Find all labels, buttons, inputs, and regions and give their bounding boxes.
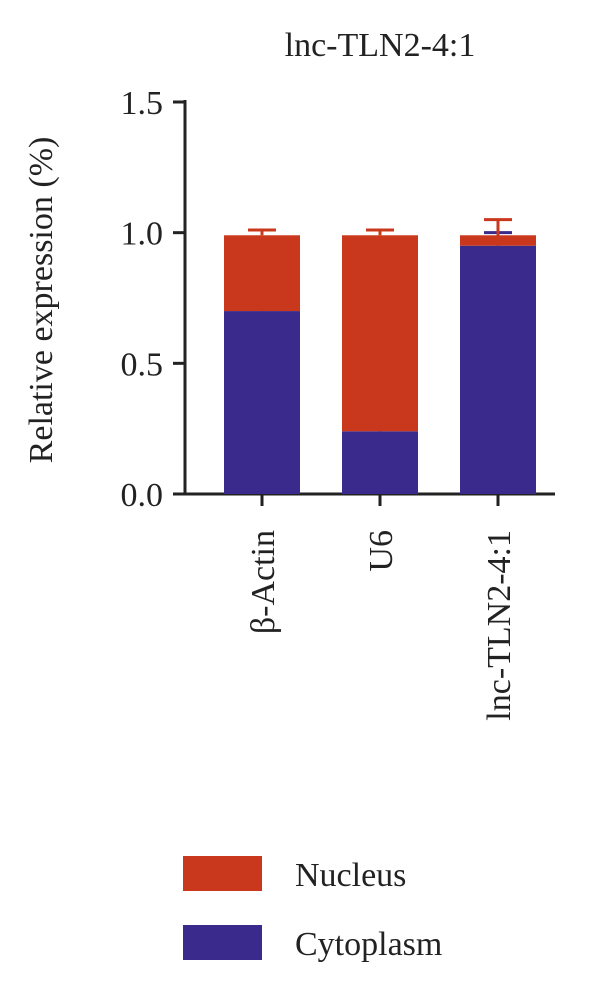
- legend-label: Cytoplasm: [295, 926, 442, 963]
- x-tick-label: β-Actin: [245, 530, 282, 634]
- legend-swatch: [183, 856, 262, 891]
- chart-title: lnc-TLN2-4:1: [285, 27, 476, 64]
- y-tick-label: 0.0: [121, 477, 164, 514]
- bar-segment: [224, 235, 300, 312]
- x-tick-label: U6: [363, 530, 400, 572]
- bar-segment: [224, 311, 300, 494]
- bar-segment: [342, 235, 418, 432]
- y-tick-label: 0.5: [121, 346, 164, 383]
- y-tick-label: 1.0: [121, 216, 164, 253]
- error-bar: [366, 228, 394, 236]
- y-axis-label: Relative expression (%): [23, 137, 60, 464]
- y-tick-label: 1.5: [121, 85, 164, 122]
- error-bar: [484, 218, 512, 236]
- bar-segment: [342, 431, 418, 494]
- legend-swatch: [183, 925, 262, 960]
- legend-label: Nucleus: [295, 857, 406, 894]
- bar-segment: [460, 245, 536, 494]
- error-bar: [248, 228, 276, 236]
- bar-segment: [460, 235, 536, 246]
- x-tick-label: lnc-TLN2-4:1: [481, 530, 518, 721]
